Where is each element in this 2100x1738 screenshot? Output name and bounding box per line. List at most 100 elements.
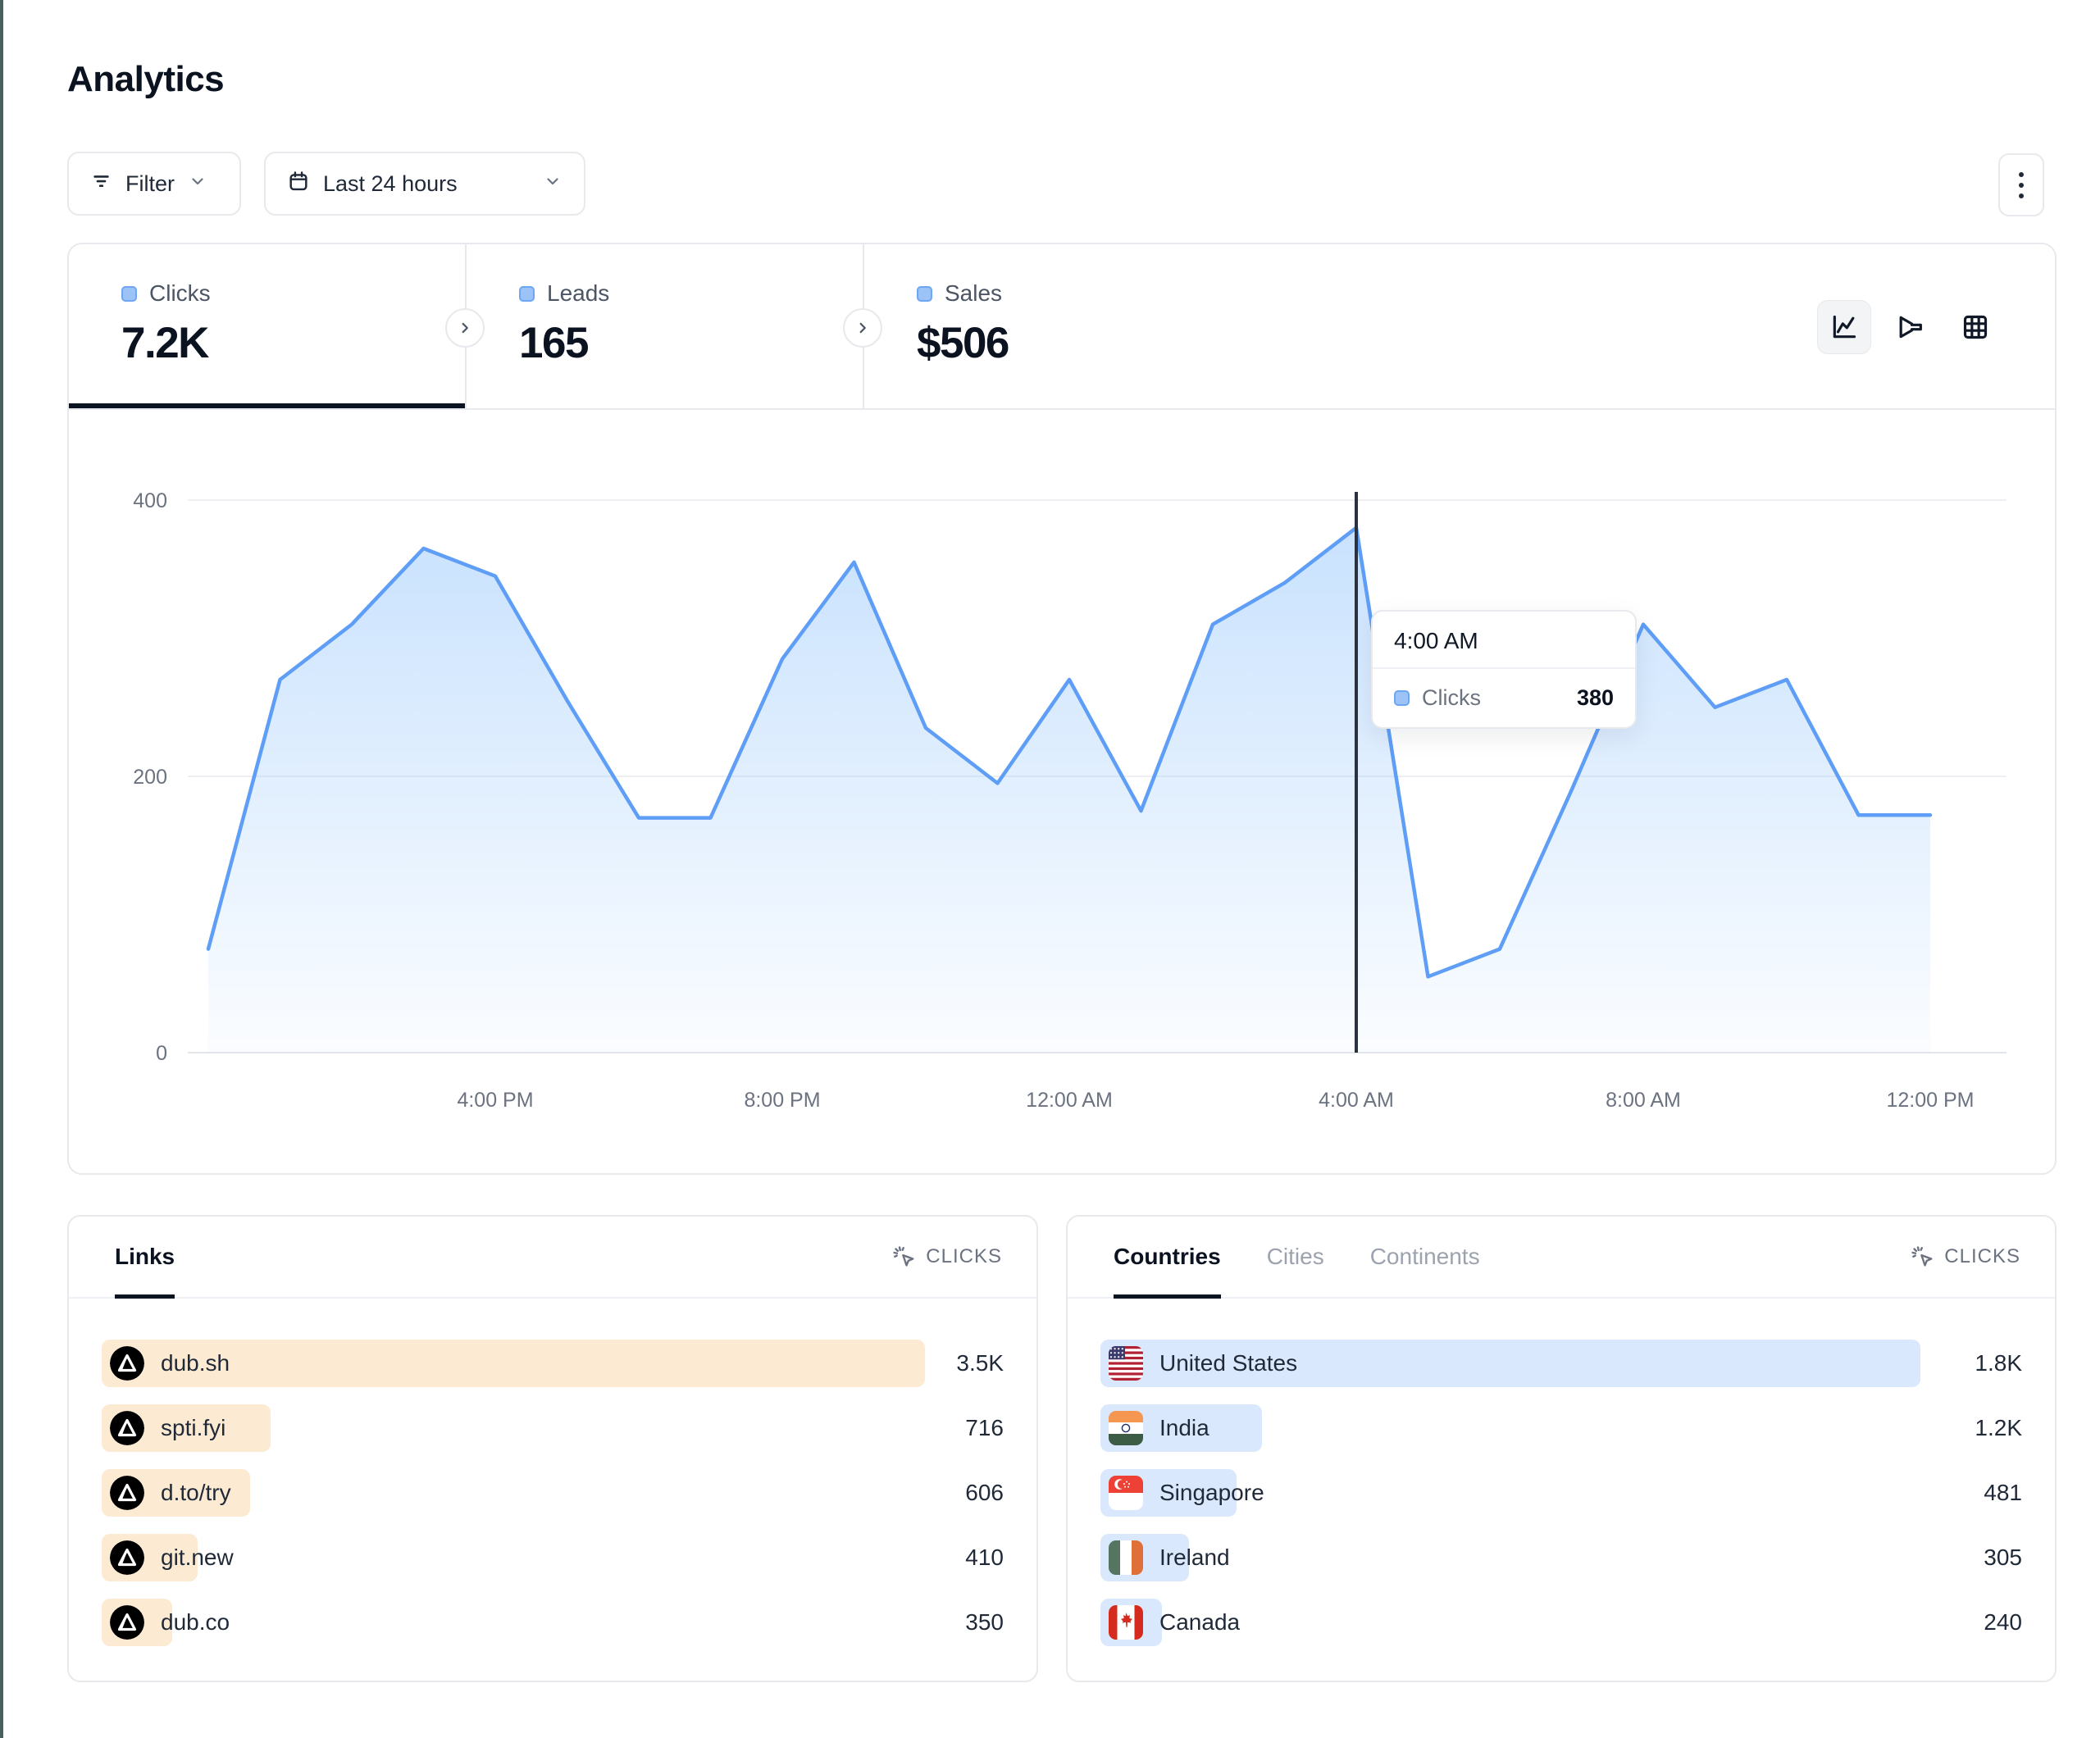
clicks-tab-label: Clicks — [149, 280, 211, 306]
x-axis-tick: 8:00 AM — [1606, 1089, 1681, 1112]
link-row[interactable]: dub.co 350 — [102, 1599, 1004, 1646]
dub-logo-icon — [110, 1540, 144, 1575]
tab-clicks[interactable]: Clicks 7.2K — [69, 244, 465, 408]
country-label: India — [1159, 1415, 1209, 1440]
tab-links[interactable]: Links — [115, 1217, 175, 1299]
country-label: Singapore — [1159, 1480, 1264, 1505]
link-row[interactable]: dub.sh 3.5K — [102, 1340, 1004, 1387]
x-axis-tick: 12:00 PM — [1886, 1089, 1974, 1112]
dub-logo-icon — [110, 1411, 144, 1445]
clicks-time-series-chart[interactable]: 0 200 400 4:00 PM 8:00 PM 12:00 AM 4:00 AM 8:00… — [69, 410, 2055, 1173]
x-axis-tick: 4:00 AM — [1319, 1089, 1394, 1112]
y-axis-tick: 200 — [133, 766, 167, 789]
x-axis-tick: 12:00 AM — [1026, 1089, 1113, 1112]
page-title: Analytics — [67, 59, 225, 99]
country-label: Canada — [1159, 1609, 1241, 1635]
link-value: 3.5K — [956, 1350, 1004, 1376]
leads-tab-label: Leads — [547, 280, 610, 306]
expand-clicks-button[interactable] — [445, 308, 485, 348]
chevron-right-icon — [859, 322, 866, 334]
y-axis-tick: 0 — [156, 1042, 167, 1065]
links-metric-label: CLICKS — [926, 1245, 1002, 1267]
x-axis-tick: 8:00 PM — [744, 1089, 820, 1112]
clicks-line — [206, 525, 1933, 979]
table-grid-toggle[interactable] — [1948, 300, 2002, 354]
country-value: 481 — [1984, 1480, 2022, 1505]
window-edge-accent — [0, 0, 3, 1738]
link-label: d.to/try — [161, 1480, 231, 1505]
country-row[interactable]: Canada 240 — [1100, 1599, 2022, 1646]
filter-lines-icon — [90, 170, 112, 198]
line-chart-toggle[interactable] — [1817, 300, 1871, 354]
area-fill — [208, 527, 1930, 1053]
sales-tab-value: $506 — [917, 319, 1009, 367]
leads-tab-value: 165 — [519, 319, 589, 367]
country-value: 305 — [1984, 1545, 2022, 1570]
dub-logo-icon — [110, 1346, 144, 1381]
country-label: Ireland — [1159, 1545, 1230, 1570]
filter-button[interactable]: Filter — [67, 152, 241, 216]
link-value: 350 — [965, 1609, 1004, 1635]
active-tab-underline — [69, 403, 465, 408]
flag-in-icon — [1109, 1411, 1143, 1445]
date-range-label: Last 24 hours — [323, 171, 458, 196]
tab-cities[interactable]: Cities — [1266, 1244, 1324, 1269]
calendar-icon — [287, 170, 310, 198]
chevron-down-icon — [543, 171, 563, 197]
funnel-chart-icon — [1899, 316, 1922, 339]
link-value: 716 — [965, 1415, 1004, 1440]
link-bar — [102, 1340, 925, 1387]
link-value: 606 — [965, 1480, 1004, 1505]
tab-leads[interactable]: Leads 165 — [467, 244, 863, 408]
clicks-legend-swatch — [121, 285, 137, 302]
funnel-chart-toggle[interactable] — [1883, 300, 1937, 354]
filter-button-label: Filter — [125, 171, 175, 196]
link-row[interactable]: d.to/try 606 — [102, 1469, 1004, 1517]
links-panel: Links CLICKS dub.sh 3.5K spti.fyi 716 d.to/t… — [67, 1215, 1038, 1682]
dub-logo-icon — [110, 1476, 144, 1510]
flag-us-icon — [1109, 1346, 1143, 1381]
link-value: 410 — [965, 1545, 1004, 1570]
link-label: git.new — [161, 1545, 234, 1570]
country-row[interactable]: Singapore 481 — [1100, 1469, 2022, 1517]
link-row[interactable]: spti.fyi 716 — [102, 1404, 1004, 1452]
analytics-card: Clicks 7.2K Leads 165 Sales $506 — [67, 243, 2057, 1175]
countries-metric[interactable]: CLICKS — [1910, 1244, 2020, 1269]
flag-sg-icon — [1109, 1476, 1143, 1510]
table-grid-icon — [1963, 315, 1988, 339]
expand-leads-button[interactable] — [843, 308, 882, 348]
chart-type-toggles — [1817, 300, 2002, 354]
link-label: spti.fyi — [161, 1415, 226, 1440]
link-label: dub.co — [161, 1609, 230, 1635]
links-metric[interactable]: CLICKS — [891, 1244, 1002, 1269]
clicks-tab-value: 7.2K — [121, 319, 209, 367]
country-row[interactable]: United States 1.8K — [1100, 1340, 2022, 1387]
leads-legend-swatch — [519, 285, 535, 302]
tab-continents[interactable]: Continents — [1369, 1244, 1480, 1269]
chart-tooltip: 4:00 AM Clicks 380 — [1371, 610, 1637, 729]
tab-sales[interactable]: Sales $506 — [864, 244, 1274, 408]
tooltip-value: 380 — [1576, 685, 1614, 710]
chevron-right-icon — [462, 322, 468, 334]
tooltip-series-label: Clicks — [1422, 685, 1481, 710]
link-label: dub.sh — [161, 1350, 230, 1376]
tooltip-series-swatch — [1394, 690, 1410, 706]
area-chart-canvas: 0 200 400 4:00 PM 8:00 PM 12:00 AM 4:00 AM 8:00… — [133, 489, 2007, 1112]
cursor-click-icon — [893, 1246, 914, 1267]
country-value: 240 — [1984, 1609, 2022, 1635]
y-axis-tick: 400 — [133, 489, 167, 512]
line-chart-icon — [1833, 315, 1856, 339]
tab-countries[interactable]: Countries — [1114, 1217, 1221, 1299]
country-row[interactable]: India 1.2K — [1100, 1404, 2022, 1452]
stats-tabs-row: Clicks 7.2K Leads 165 Sales $506 — [69, 244, 2055, 410]
link-row[interactable]: git.new 410 — [102, 1534, 1004, 1581]
date-range-button[interactable]: Last 24 hours — [264, 152, 585, 216]
countries-metric-label: CLICKS — [1944, 1245, 2020, 1267]
x-axis-tick: 4:00 PM — [457, 1089, 533, 1112]
cursor-click-icon — [1911, 1246, 1933, 1267]
kebab-menu-icon — [2019, 171, 2024, 177]
country-label: United States — [1159, 1350, 1298, 1376]
chevron-down-icon — [188, 171, 207, 197]
more-options-button[interactable] — [1998, 153, 2044, 216]
country-row[interactable]: Ireland 305 — [1100, 1534, 2022, 1581]
